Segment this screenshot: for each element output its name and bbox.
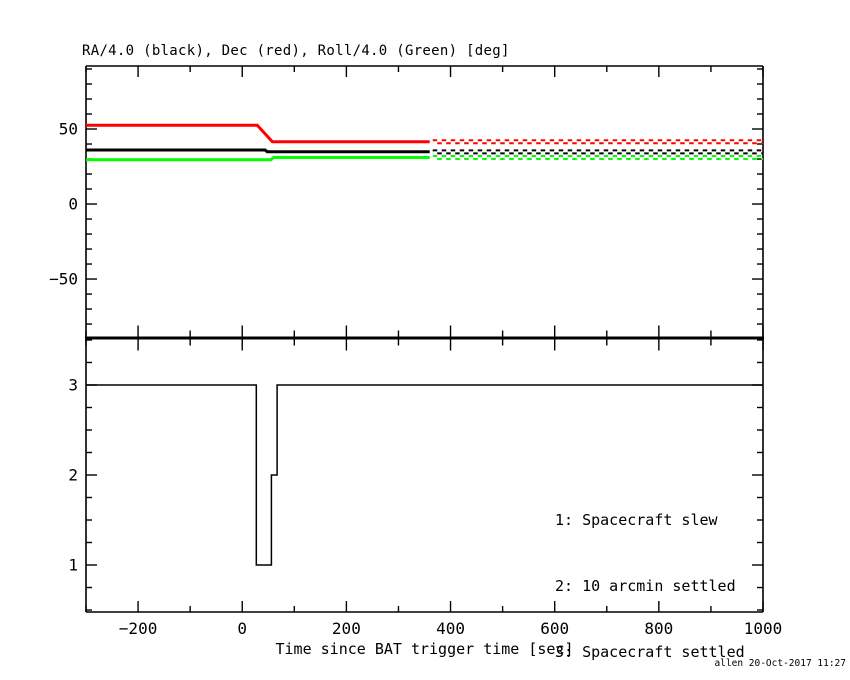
legend-line-settled: 3: Spacecraft settled [555,643,745,661]
credit-stamp: allen 20-Oct-2017 11:27 [714,658,846,669]
x-tick-label: 1000 [744,619,783,638]
x-tick-label: 0 [237,619,247,638]
attitude-series [86,123,763,162]
attitude-y-axis: 50 0 −50 [49,68,763,325]
series-line-ra-div4-solid [86,148,430,154]
y-tick-label: 50 [59,120,78,139]
y-tick-label: 1 [68,556,78,575]
y-tick-label: −50 [49,270,78,289]
x-tick-labels: −200 0 200 400 600 800 1000 [119,619,782,638]
series-line-settled-flag [86,384,763,566]
series-line-dec-solid [86,123,430,144]
series-line-roll-div4-solid [86,156,430,162]
x-tick-label: 800 [644,619,673,638]
x-tick-label: 200 [332,619,361,638]
plot-title: RA/4.0 (black), Dec (red), Roll/4.0 (Gre… [82,43,510,59]
x-tick-label: 600 [540,619,569,638]
x-ticks [85,66,764,612]
x-tick-label: −200 [119,619,158,638]
flag-series [86,384,763,566]
y-tick-label: 2 [68,466,78,485]
legend-line-slew: 1: Spacecraft slew [555,511,718,529]
panel-divider [85,336,764,340]
flag-legend: 1: Spacecraft slew 2: 10 arcmin settled … [555,465,745,680]
x-axis-label: Time since BAT trigger time [sec] [275,640,574,658]
y-tick-label: 3 [68,375,78,394]
legend-line-10arcmin: 2: 10 arcmin settled [555,577,736,595]
axes-frame [85,65,764,613]
x-tick-label: 400 [436,619,465,638]
y-tick-label: 0 [68,195,78,214]
